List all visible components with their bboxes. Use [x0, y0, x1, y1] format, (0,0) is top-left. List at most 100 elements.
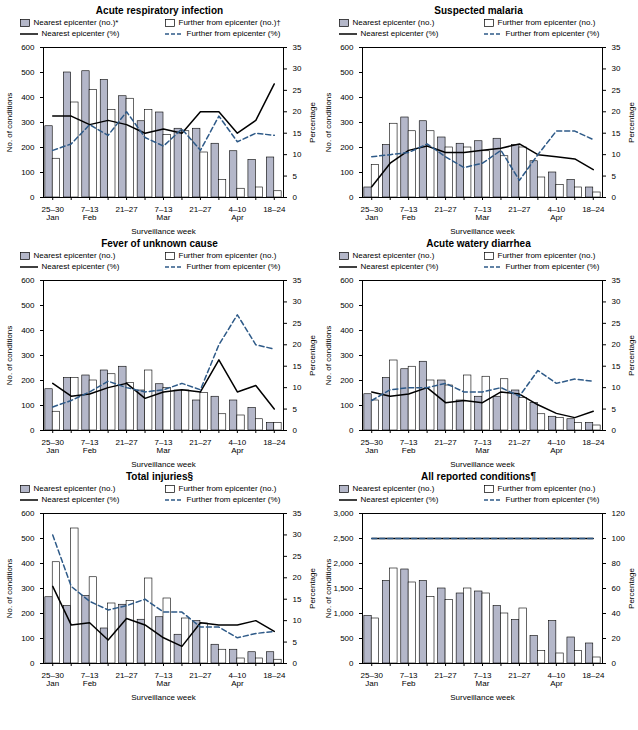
svg-text:No. of conditions: No. of conditions: [5, 559, 14, 619]
svg-text:Percentage: Percentage: [307, 101, 316, 142]
svg-text:3,000: 3,000: [333, 509, 354, 518]
svg-text:2,500: 2,500: [333, 534, 354, 543]
svg-text:7–13Feb: 7–13Feb: [399, 438, 417, 455]
svg-text:30: 30: [611, 297, 620, 306]
svg-text:2,000: 2,000: [333, 559, 354, 568]
svg-text:25–30Jan: 25–30Jan: [41, 438, 64, 455]
svg-text:20: 20: [292, 340, 301, 349]
svg-text:100: 100: [611, 534, 625, 543]
svg-text:400: 400: [21, 559, 35, 568]
svg-text:21–27: 21–27: [189, 438, 212, 447]
svg-text:35: 35: [292, 509, 301, 518]
svg-text:7–13Feb: 7–13Feb: [399, 205, 417, 222]
svg-text:18–24: 18–24: [263, 671, 286, 680]
svg-text:Surveillance week: Surveillance week: [131, 227, 196, 236]
svg-text:35: 35: [611, 276, 620, 285]
svg-text:0: 0: [611, 426, 616, 435]
svg-text:25: 25: [292, 319, 301, 328]
svg-text:35: 35: [292, 276, 301, 285]
svg-text:400: 400: [21, 326, 35, 335]
svg-text:7–13Feb: 7–13Feb: [80, 671, 98, 688]
svg-text:Percentage: Percentage: [626, 567, 635, 608]
svg-text:0: 0: [292, 426, 297, 435]
svg-text:100: 100: [340, 168, 354, 177]
svg-text:15: 15: [292, 595, 301, 604]
svg-text:7–13Mar: 7–13Mar: [154, 671, 172, 688]
svg-text:7–13Mar: 7–13Mar: [154, 205, 172, 222]
svg-text:25: 25: [611, 86, 620, 95]
svg-text:10: 10: [611, 383, 620, 392]
svg-text:400: 400: [340, 93, 354, 102]
svg-text:21–27: 21–27: [434, 438, 457, 447]
svg-text:200: 200: [21, 609, 35, 618]
svg-text:500: 500: [340, 301, 354, 310]
svg-text:15: 15: [611, 129, 620, 138]
svg-text:No. of conditions: No. of conditions: [324, 326, 333, 386]
svg-text:500: 500: [21, 301, 35, 310]
svg-text:0: 0: [30, 193, 35, 202]
svg-text:0: 0: [30, 426, 35, 435]
svg-text:35: 35: [611, 43, 620, 52]
svg-text:21–27: 21–27: [189, 205, 212, 214]
svg-text:30: 30: [292, 297, 301, 306]
svg-text:21–27: 21–27: [508, 671, 531, 680]
svg-text:0: 0: [349, 426, 354, 435]
svg-text:25–30Jan: 25–30Jan: [360, 438, 383, 455]
svg-text:20: 20: [292, 107, 301, 116]
svg-text:4–10Apr: 4–10Apr: [228, 671, 246, 688]
svg-text:25–30Jan: 25–30Jan: [360, 671, 383, 688]
svg-text:21–27: 21–27: [508, 205, 531, 214]
svg-text:300: 300: [21, 584, 35, 593]
svg-text:500: 500: [340, 68, 354, 77]
svg-text:4–10Apr: 4–10Apr: [228, 205, 246, 222]
svg-text:No. of conditions: No. of conditions: [324, 93, 333, 153]
svg-text:10: 10: [292, 616, 301, 625]
svg-text:20: 20: [611, 634, 620, 643]
svg-text:Percentage: Percentage: [626, 101, 635, 142]
svg-text:25–30Jan: 25–30Jan: [41, 671, 64, 688]
svg-text:18–24: 18–24: [582, 205, 605, 214]
svg-text:4–10Apr: 4–10Apr: [547, 205, 565, 222]
svg-text:Surveillance week: Surveillance week: [450, 460, 515, 469]
svg-text:300: 300: [340, 118, 354, 127]
svg-text:20: 20: [611, 340, 620, 349]
svg-text:Surveillance week: Surveillance week: [131, 693, 196, 702]
svg-text:5: 5: [611, 405, 616, 414]
svg-text:Percentage: Percentage: [307, 567, 316, 608]
svg-text:21–27: 21–27: [115, 205, 138, 214]
svg-text:600: 600: [21, 509, 35, 518]
svg-text:15: 15: [292, 362, 301, 371]
svg-text:120: 120: [611, 509, 625, 518]
svg-text:400: 400: [21, 93, 35, 102]
svg-text:25–30Jan: 25–30Jan: [360, 205, 383, 222]
svg-text:300: 300: [21, 351, 35, 360]
svg-text:25: 25: [292, 552, 301, 561]
svg-text:30: 30: [611, 64, 620, 73]
svg-text:Percentage: Percentage: [626, 334, 635, 375]
svg-text:60: 60: [611, 584, 620, 593]
svg-text:Surveillance week: Surveillance week: [450, 227, 515, 236]
svg-text:7–13Mar: 7–13Mar: [154, 438, 172, 455]
svg-text:20: 20: [611, 107, 620, 116]
svg-text:Surveillance week: Surveillance week: [131, 460, 196, 469]
svg-text:18–24: 18–24: [263, 205, 286, 214]
svg-text:21–27: 21–27: [115, 438, 138, 447]
svg-text:300: 300: [21, 118, 35, 127]
svg-text:15: 15: [611, 362, 620, 371]
svg-text:5: 5: [292, 172, 297, 181]
svg-text:5: 5: [292, 638, 297, 647]
svg-text:18–24: 18–24: [263, 438, 286, 447]
svg-text:300: 300: [340, 351, 354, 360]
svg-text:5: 5: [292, 405, 297, 414]
svg-text:0: 0: [292, 193, 297, 202]
svg-text:4–10Apr: 4–10Apr: [547, 438, 565, 455]
svg-text:5: 5: [611, 172, 616, 181]
svg-text:7–13Mar: 7–13Mar: [473, 671, 491, 688]
svg-text:Percentage: Percentage: [307, 334, 316, 375]
svg-text:18–24: 18–24: [582, 438, 605, 447]
svg-text:10: 10: [292, 383, 301, 392]
svg-text:18–24: 18–24: [582, 671, 605, 680]
svg-text:21–27: 21–27: [115, 671, 138, 680]
svg-text:0: 0: [292, 659, 297, 668]
svg-text:100: 100: [21, 401, 35, 410]
